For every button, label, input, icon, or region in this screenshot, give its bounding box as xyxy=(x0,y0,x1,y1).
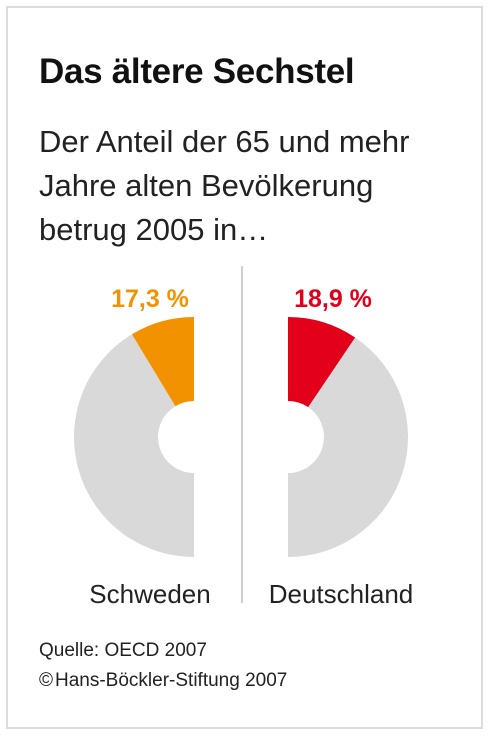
sweden-rest-slice xyxy=(73,334,194,557)
infographic-card xyxy=(6,6,483,729)
subtitle-line: Jahre alten Bevölkerung xyxy=(39,168,374,203)
subtitle-line: Der Anteil der 65 und mehr xyxy=(39,124,410,159)
germany-value-slice xyxy=(288,317,356,408)
copyright-line: © Hans-Böckler-Stiftung 2007 xyxy=(39,666,287,696)
copyright-icon: © xyxy=(39,670,53,691)
source-note: Quelle: OECD 2007 © Hans-Böckler-Stiftung… xyxy=(39,636,287,696)
sweden-country-label: Schweden xyxy=(89,579,210,609)
germany-value-label: 18,9 % xyxy=(294,285,372,313)
sweden-value-label: 17,3 % xyxy=(111,285,189,313)
chart-germany: 18,9 % Deutschland xyxy=(269,285,414,609)
chart-title: Das ältere Sechstel xyxy=(39,52,355,91)
sweden-value-slice xyxy=(131,317,194,407)
germany-country-label: Deutschland xyxy=(269,579,414,609)
chart-subtitle: Der Anteil der 65 und mehr Jahre alten B… xyxy=(39,120,479,252)
chart-sweden: 17,3 % Schweden xyxy=(73,285,211,609)
germany-rest-slice xyxy=(288,337,409,557)
source-line: Quelle: OECD 2007 xyxy=(39,640,207,661)
subtitle-line: betrug 2005 in… xyxy=(39,212,269,247)
copyright-holder: Hans-Böckler-Stiftung 2007 xyxy=(55,670,288,691)
